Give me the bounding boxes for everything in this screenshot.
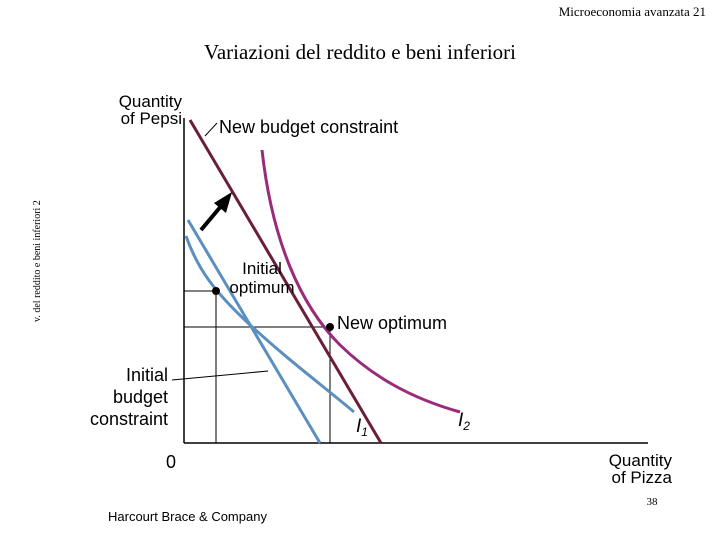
new-budget-line: [188, 119, 383, 444]
initial-optimum-point: [212, 287, 220, 295]
initial-budget-line: [186, 219, 322, 444]
i1-label-sub: 1: [361, 425, 368, 439]
i2-label-sub: 2: [463, 419, 470, 433]
slide-number: 21: [693, 4, 706, 19]
new-optimum-label: New optimum: [337, 313, 448, 333]
origin-label: 0: [166, 452, 177, 472]
initial-budget-leader: [171, 370, 269, 381]
new-optimum-point: [326, 323, 334, 331]
initial-optimum-label-line2: optimum: [229, 278, 295, 297]
initial-optimum-label: Initial optimum: [222, 259, 302, 297]
initial-budget-label: Initial budget constraint: [44, 364, 168, 430]
new-budget-label: New budget constraint: [219, 117, 399, 137]
i2-label: I2: [458, 410, 470, 433]
indifference-curve-i1: [184, 235, 355, 414]
x-axis-label: Quantity of Pizza: [560, 452, 672, 486]
y-axis-label-line1: Quantity: [118, 92, 182, 111]
indifference-curve-i2: [260, 149, 461, 414]
y-axis-label: Quantity of Pepsi: [70, 93, 182, 127]
page-number: 38: [646, 496, 658, 508]
x-axis-label-line1: Quantity: [608, 451, 672, 470]
budget-shift-arrowhead: [214, 192, 232, 213]
initial-budget-label-line3: constraint: [89, 409, 168, 429]
initial-budget-label-line2: budget: [112, 387, 168, 407]
x-axis-label-line2: of Pizza: [611, 468, 672, 487]
publisher-footer: Harcourt Brace & Company: [108, 509, 267, 524]
slide-header: Microeconomia avanzata 21: [559, 4, 706, 20]
y-axis-label-line2: of Pepsi: [120, 109, 182, 128]
i1-label-main: I: [356, 416, 362, 437]
i2-label-main: I: [458, 410, 464, 431]
new-budget-leader: [204, 122, 218, 137]
initial-optimum-label-line1: Initial: [242, 259, 282, 278]
initial-budget-label-line1: Initial: [125, 365, 168, 385]
slide-title: Variazioni del reddito e beni inferiori: [204, 40, 516, 64]
course-name: Microeconomia avanzata: [558, 4, 690, 19]
budget-shift-arrow: [199, 203, 224, 232]
i1-label: I1: [356, 416, 368, 439]
